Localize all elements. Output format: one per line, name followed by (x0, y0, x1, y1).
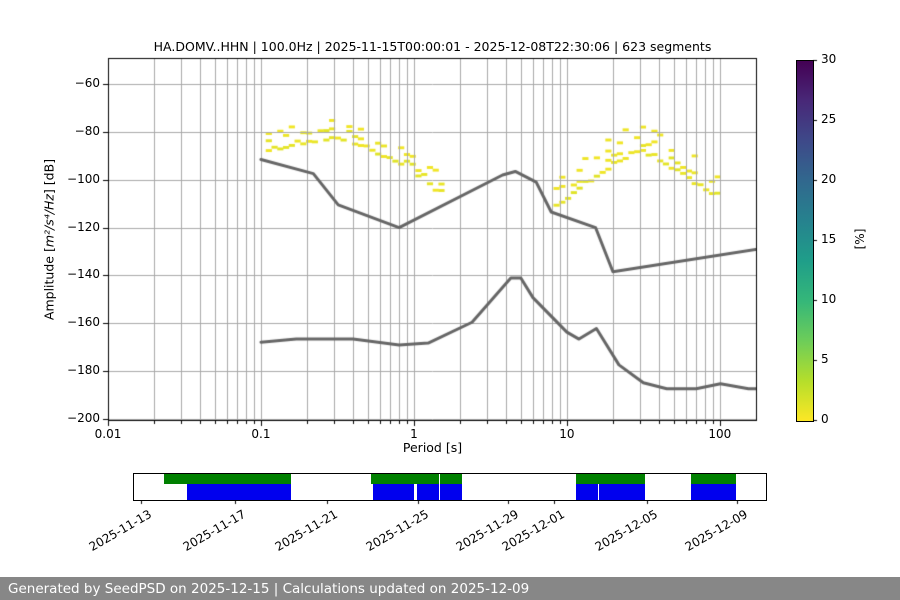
coverage-segment-green (440, 474, 462, 484)
coverage-segment-green (690, 474, 736, 484)
x-tick-label: 10 (559, 427, 575, 441)
coverage-segment-green (164, 474, 291, 484)
y-tick-label: −160 (67, 315, 100, 330)
footer-text: Generated by SeedPSD on 2025-12-15 | Cal… (8, 580, 530, 597)
colorbar-tick-label: 20 (821, 172, 837, 186)
y-tick-label: −140 (67, 267, 100, 282)
footer-bar: Generated by SeedPSD on 2025-12-15 | Cal… (0, 577, 900, 600)
colorbar-label: [%] (853, 228, 867, 250)
coverage-segment-blue (690, 484, 736, 500)
colorbar-tick-label: 30 (821, 52, 837, 66)
colorbar-tick-label: 0 (821, 412, 829, 426)
y-axis-label-prefix: Amplitude [ (41, 247, 57, 321)
y-tick-label: −180 (67, 362, 100, 377)
y-tick-label: −80 (74, 124, 100, 139)
coverage-segment-blue (187, 484, 291, 500)
coverage-segment-blue (416, 484, 439, 500)
colorbar-tick-label: 15 (821, 232, 837, 246)
coverage-segment-blue (575, 484, 598, 500)
colorbar-tick-label: 5 (821, 352, 829, 366)
x-axis-label: Period [s] (402, 440, 463, 455)
y-tick-label: −60 (74, 76, 100, 91)
colorbar (796, 60, 814, 422)
x-tick-label: 1 (410, 427, 418, 441)
x-tick-label: 0.01 (94, 427, 122, 441)
colorbar-tick-label: 25 (821, 112, 837, 126)
coverage-segment-green (575, 474, 645, 484)
y-tick-label: −100 (67, 171, 100, 186)
x-tick-label: 0.1 (251, 427, 271, 441)
x-tick-label: 100 (708, 427, 732, 441)
coverage-segment-blue (599, 484, 645, 500)
y-tick-label: −120 (67, 219, 100, 234)
coverage-segment-green (370, 474, 439, 484)
coverage-timeline (133, 473, 767, 501)
y-tick-label: −200 (67, 410, 100, 425)
coverage-segment-blue (440, 484, 462, 500)
plot-title: HA.DOMV..HHN | 100.0Hz | 2025-11-15T00:0… (153, 39, 712, 54)
coverage-segment-blue (372, 484, 414, 500)
colorbar-tick-label: 10 (821, 292, 837, 306)
